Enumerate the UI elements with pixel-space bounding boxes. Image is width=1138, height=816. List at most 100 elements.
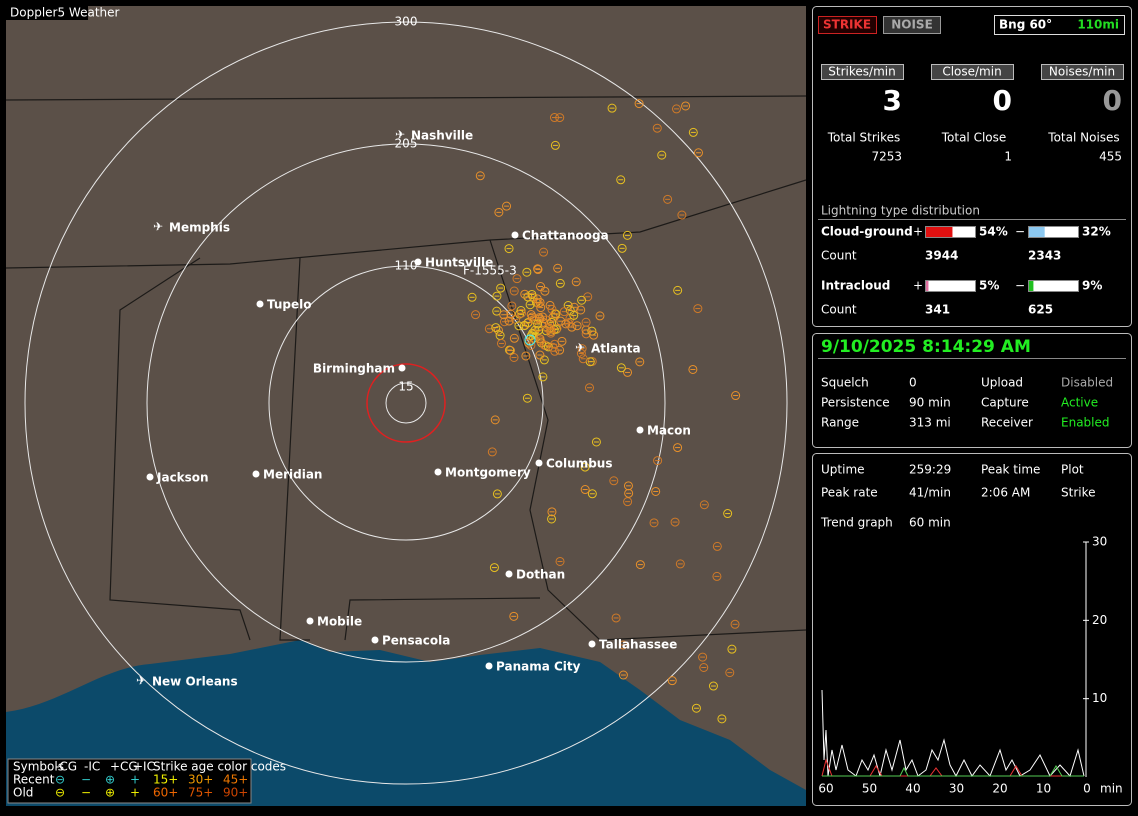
city-label: Birmingham xyxy=(313,362,395,376)
strike xyxy=(549,325,559,335)
rate-label: Close/min xyxy=(942,65,1001,79)
strike xyxy=(509,333,519,343)
strike xyxy=(509,286,519,296)
city-dot xyxy=(398,364,406,372)
datetime: 9/10/2025 8:14:29 AM xyxy=(821,337,1031,357)
strike-button[interactable] xyxy=(818,16,877,34)
noise-button-label[interactable]: NOISE xyxy=(891,18,933,32)
strike xyxy=(698,652,708,662)
strike xyxy=(657,150,667,160)
track-label: F-1555-3 xyxy=(463,264,517,278)
rate-value: 0 xyxy=(993,84,1012,117)
airport-icon: ✈ xyxy=(395,128,405,142)
rate-value: 0 xyxy=(1103,84,1122,117)
strike xyxy=(731,391,741,401)
strike xyxy=(653,456,663,466)
pct-bar xyxy=(926,281,929,291)
strikes xyxy=(467,99,741,724)
city-dot xyxy=(414,258,422,266)
strike xyxy=(681,101,691,111)
strike xyxy=(577,344,587,354)
legend-age: 30+ xyxy=(188,773,213,787)
distance: 110mi xyxy=(1077,18,1119,32)
strike xyxy=(534,313,544,323)
strike xyxy=(524,334,536,346)
strike xyxy=(670,517,680,527)
x-tick-label: 20 xyxy=(992,782,1007,796)
setting-cell: Active xyxy=(1061,396,1098,410)
strike xyxy=(496,283,506,293)
strike xyxy=(717,714,727,724)
strike xyxy=(607,103,617,113)
x-tick-label: 40 xyxy=(905,782,920,796)
setting-cell: Persistence xyxy=(821,396,890,410)
noise-button[interactable] xyxy=(883,16,941,34)
city-dot xyxy=(371,636,379,644)
strike xyxy=(569,310,579,320)
legend-symbol: + xyxy=(130,773,140,787)
strike xyxy=(618,670,628,680)
strike xyxy=(491,323,501,333)
strike xyxy=(578,354,588,364)
strike xyxy=(535,334,545,344)
strike-button-label[interactable]: STRIKE xyxy=(823,18,871,32)
type-name: Cloud-ground xyxy=(821,225,913,239)
strike xyxy=(635,560,645,570)
strike xyxy=(533,298,543,308)
city-label: Chattanooga xyxy=(522,229,609,243)
city-dot xyxy=(256,300,264,308)
strike xyxy=(623,481,633,491)
city-label: Huntsville xyxy=(425,256,493,270)
strike xyxy=(618,640,628,650)
total-label: Total Strikes xyxy=(827,131,901,145)
count-value: 341 xyxy=(925,303,950,317)
strike xyxy=(616,363,626,373)
stat-cell: Plot xyxy=(1061,463,1084,477)
strike xyxy=(723,509,733,519)
y-tick-label: 20 xyxy=(1092,613,1107,627)
pct-label: 9% xyxy=(1082,279,1102,293)
stat-cell: 2:06 AM xyxy=(981,486,1030,500)
city-label: Memphis xyxy=(169,221,230,235)
minus-sign: − xyxy=(1015,225,1025,239)
city-dot xyxy=(511,231,519,239)
legend-age: 90+ xyxy=(223,786,248,800)
setting-cell: Upload xyxy=(981,376,1023,390)
strike xyxy=(691,703,701,713)
strike xyxy=(526,340,536,350)
x-tick-label: 60 xyxy=(818,782,833,796)
pct-label: 32% xyxy=(1082,225,1111,239)
city-label: Atlanta xyxy=(591,342,641,356)
x-tick-label: 30 xyxy=(949,782,964,796)
total-value: 1 xyxy=(1004,150,1012,164)
strike xyxy=(623,367,633,377)
strike xyxy=(555,278,565,288)
strike xyxy=(595,311,605,321)
strike xyxy=(688,127,698,137)
strike xyxy=(677,210,687,220)
strike xyxy=(512,274,522,284)
close-ring xyxy=(366,363,446,443)
window-title: Doppler5 Weather xyxy=(10,6,120,20)
city-label: Montgomery xyxy=(445,466,531,480)
city-label: Nashville xyxy=(411,129,473,143)
strike xyxy=(651,486,661,496)
strike xyxy=(693,304,703,314)
city-label: Mobile xyxy=(317,615,362,629)
legend-symbol: − xyxy=(81,773,91,787)
city-dot xyxy=(588,640,596,648)
strike xyxy=(499,317,509,327)
strike xyxy=(525,300,535,310)
strike xyxy=(557,336,567,346)
strike xyxy=(522,267,532,277)
strike xyxy=(708,681,718,691)
strike xyxy=(520,289,530,299)
strike xyxy=(675,559,685,569)
strike xyxy=(496,338,506,348)
strike xyxy=(688,364,698,374)
city-dot xyxy=(485,662,493,670)
airport-icon: ✈ xyxy=(136,674,146,688)
strike xyxy=(527,289,537,299)
strike xyxy=(509,611,519,621)
